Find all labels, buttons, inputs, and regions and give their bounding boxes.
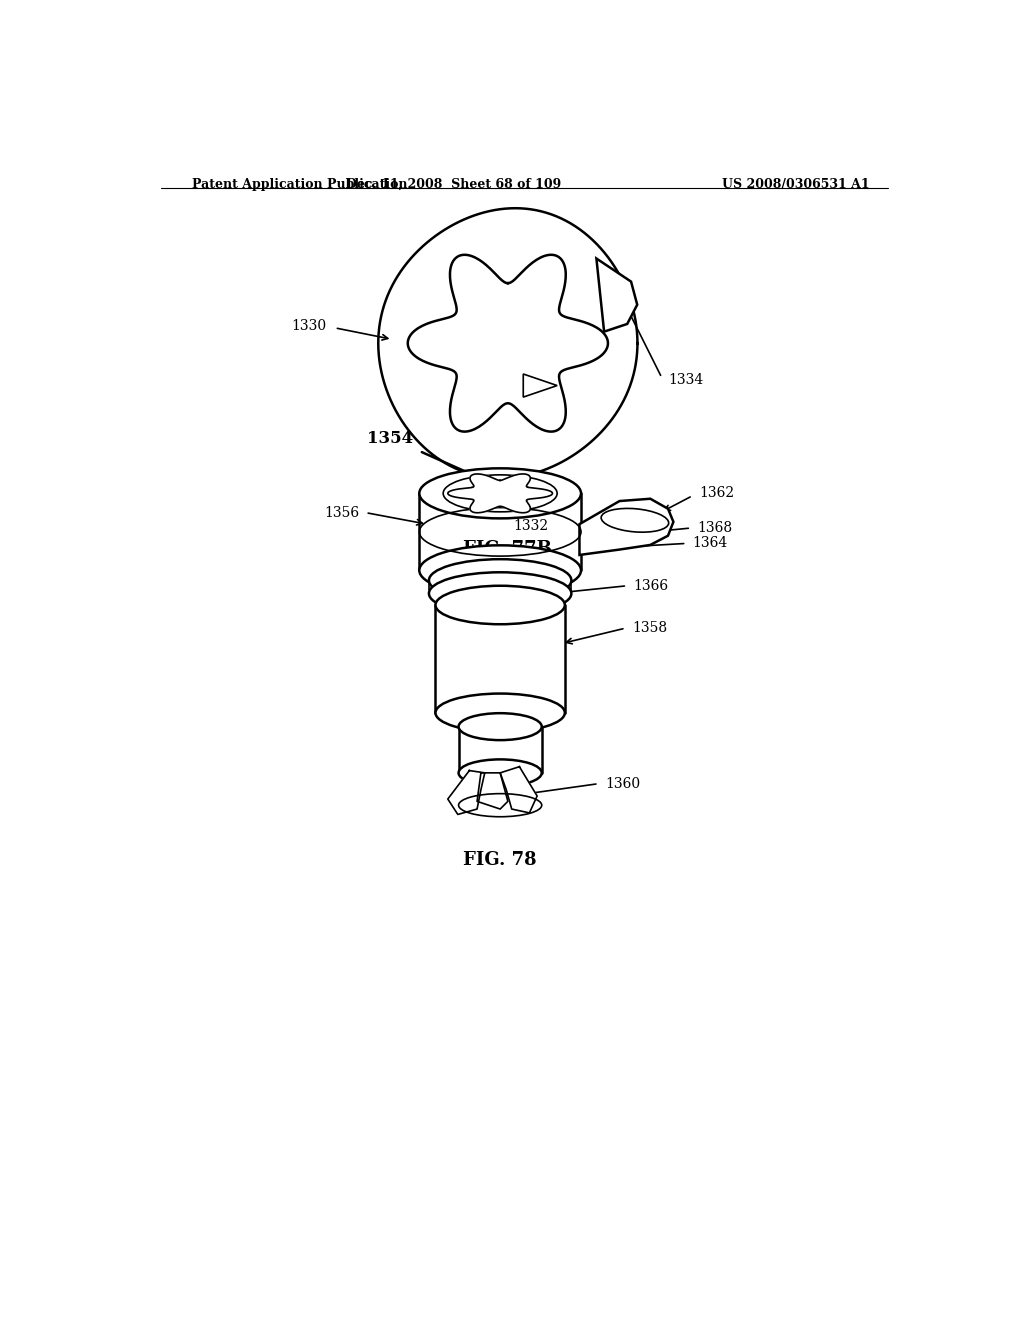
- Polygon shape: [500, 767, 538, 813]
- Text: FIG. 78: FIG. 78: [463, 851, 537, 870]
- Polygon shape: [447, 771, 484, 814]
- Ellipse shape: [435, 693, 565, 733]
- Text: 1334: 1334: [668, 374, 703, 387]
- Ellipse shape: [459, 713, 542, 741]
- Polygon shape: [523, 374, 557, 397]
- Text: 1358: 1358: [632, 622, 667, 635]
- Text: 1332: 1332: [513, 519, 549, 533]
- Ellipse shape: [419, 469, 581, 519]
- Text: 1354: 1354: [367, 430, 413, 447]
- Text: US 2008/0306531 A1: US 2008/0306531 A1: [722, 178, 869, 190]
- Text: 1366: 1366: [634, 578, 669, 593]
- Text: 1362: 1362: [698, 486, 734, 500]
- Text: Dec. 11, 2008  Sheet 68 of 109: Dec. 11, 2008 Sheet 68 of 109: [346, 178, 561, 190]
- Polygon shape: [580, 499, 674, 554]
- Polygon shape: [596, 259, 637, 331]
- Text: 1364: 1364: [692, 536, 728, 550]
- Polygon shape: [408, 255, 608, 432]
- Ellipse shape: [429, 573, 571, 615]
- Text: 1360: 1360: [605, 776, 640, 791]
- Text: FIG. 77B: FIG. 77B: [464, 540, 552, 557]
- Text: 1356: 1356: [325, 506, 359, 520]
- Polygon shape: [477, 774, 508, 809]
- Ellipse shape: [419, 545, 581, 595]
- Ellipse shape: [429, 560, 571, 602]
- Ellipse shape: [435, 586, 565, 624]
- Text: 1368: 1368: [697, 521, 732, 535]
- Ellipse shape: [459, 759, 542, 787]
- Polygon shape: [447, 474, 553, 512]
- Text: Patent Application Publication: Patent Application Publication: [193, 178, 408, 190]
- Polygon shape: [378, 209, 638, 478]
- Text: 1330: 1330: [292, 319, 327, 333]
